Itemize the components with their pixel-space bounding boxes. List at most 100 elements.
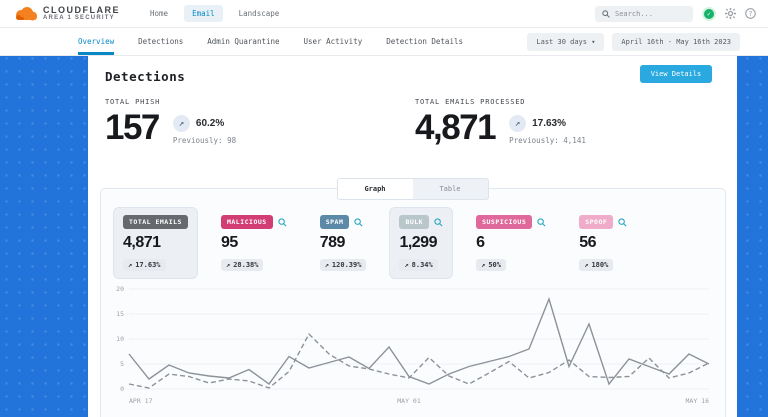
- chip-change-value: 28.38%: [233, 261, 259, 269]
- chip-header: SPAM: [319, 215, 367, 229]
- trend-up-icon: ↗: [225, 261, 231, 269]
- chip-change-value: 17.63%: [135, 261, 161, 269]
- cloudflare-brand[interactable]: CLOUDFLARE AREA 1 SECURITY: [12, 4, 120, 22]
- brand-subtitle: AREA 1 SECURITY: [43, 15, 115, 22]
- chip-value: 95: [220, 234, 238, 251]
- chip-header: SPOOF: [579, 215, 627, 229]
- chip-value: 789: [319, 234, 346, 251]
- total-phish-label: TOTAL PHISH: [105, 98, 161, 106]
- chip-change-value: 50%: [488, 261, 501, 269]
- x-axis-tick-label: APR 17: [129, 397, 153, 405]
- y-axis-tick-label: 20: [116, 285, 124, 293]
- x-axis-tick-label: MAY 01: [397, 397, 421, 405]
- stat-chip-malicious[interactable]: MALICIOUS 95 ↗ 28.38%: [211, 207, 297, 279]
- topnav-item-home[interactable]: Home: [150, 9, 169, 18]
- svg-text:?: ?: [748, 10, 752, 18]
- total-emails-label: TOTAL EMAILS PROCESSED: [415, 98, 526, 106]
- chip-change-pill: ↗ 8.34%: [399, 259, 438, 271]
- topnav-item-email[interactable]: Email: [184, 5, 223, 22]
- chip-header: BULK: [399, 215, 443, 229]
- search-placeholder: Search...: [615, 9, 653, 18]
- trend-up-icon: ↗: [509, 115, 527, 132]
- gear-icon[interactable]: [725, 8, 736, 19]
- zoom-icon[interactable]: [434, 217, 443, 227]
- graph-card: TOTAL EMAILS 4,871 ↗ 17.63% MALICIOUS 95 ↗ 28.3…: [100, 188, 726, 417]
- date-range-display[interactable]: April 16th - May 16th 2023: [612, 32, 740, 51]
- search-input[interactable]: Search...: [595, 5, 693, 22]
- search-icon: [602, 9, 610, 18]
- chevron-down-icon: ▾: [591, 37, 596, 46]
- series-bulk: [128, 332, 710, 389]
- tab-detections[interactable]: Detections: [138, 37, 184, 46]
- top-navigation-bar: CLOUDFLARE AREA 1 SECURITY Home Email Land…: [0, 0, 768, 28]
- y-axis-tick-label: 0: [120, 385, 124, 393]
- tab-admin-quarantine[interactable]: Admin Quarantine: [207, 37, 280, 46]
- total-emails-change: 17.63%: [532, 118, 567, 129]
- stat-chip-bulk[interactable]: BULK 1,299 ↗ 8.34%: [389, 207, 454, 279]
- trend-up-icon: ↗: [481, 261, 486, 269]
- category-badge: TOTAL EMAILS: [123, 215, 188, 229]
- chip-change-pill: ↗ 180%: [579, 259, 614, 271]
- toggle-table[interactable]: Table: [439, 185, 461, 193]
- total-phish-value: 157: [105, 108, 160, 147]
- status-shield-icon[interactable]: ✓: [702, 6, 716, 21]
- chip-header: MALICIOUS: [220, 215, 287, 229]
- chip-header: SUSPICIOUS: [476, 215, 546, 229]
- tab-overview[interactable]: Overview: [68, 28, 124, 55]
- chip-value: 1,299: [399, 234, 437, 251]
- total-emails-value: 4,871: [415, 108, 497, 147]
- toggle-graph[interactable]: Graph: [337, 179, 413, 199]
- line-chart-svg: 0 5 10 15 20 APR 17 MAY 01 MAY 16: [116, 285, 710, 405]
- detections-panel: Detections View Details TOTAL PHISH 157 …: [88, 56, 737, 417]
- topnav-item-landscape[interactable]: Landscape: [238, 9, 280, 18]
- category-badge: SUSPICIOUS: [476, 215, 533, 229]
- total-phish-summary: TOTAL PHISH 157 ↗ 60.2% Previously: 98: [105, 98, 415, 145]
- zoom-icon[interactable]: [278, 217, 287, 227]
- y-axis-tick-label: 15: [116, 310, 124, 318]
- stat-chips-row: TOTAL EMAILS 4,871 ↗ 17.63% MALICIOUS 95 ↗ 28.3…: [113, 207, 725, 279]
- topnav-items: Home Email Landscape: [142, 5, 287, 22]
- category-badge: SPOOF: [579, 215, 614, 229]
- chip-value: 56: [579, 234, 597, 251]
- trend-up-icon: ↗: [324, 261, 329, 269]
- zoom-icon[interactable]: [537, 217, 546, 227]
- category-badge: MALICIOUS: [220, 215, 273, 229]
- total-phish-previous: Previously: 98: [172, 136, 237, 145]
- brand-name: CLOUDFLARE: [43, 4, 120, 15]
- series-total-emails: [128, 296, 710, 386]
- chip-change-pill: ↗ 28.38%: [220, 259, 264, 271]
- chip-change-value: 120.39%: [331, 261, 362, 269]
- chip-change-value: 8.34%: [411, 261, 433, 269]
- stat-chip-total-emails[interactable]: TOTAL EMAILS 4,871 ↗ 17.63%: [113, 207, 198, 279]
- period-dropdown[interactable]: Last 30 days ▾: [527, 32, 605, 51]
- zoom-icon[interactable]: [618, 217, 627, 227]
- zoom-icon[interactable]: [354, 217, 363, 227]
- page-title: Detections: [105, 69, 186, 84]
- trend-up-icon: ↗: [404, 261, 409, 269]
- trend-up-icon: ↗: [584, 261, 589, 269]
- summary-row: TOTAL PHISH 157 ↗ 60.2% Previously: 98 T…: [105, 98, 725, 145]
- total-phish-change: 60.2%: [195, 118, 225, 129]
- chip-value: 6: [476, 234, 485, 251]
- category-badge: BULK: [399, 215, 430, 229]
- chip-change-pill: ↗ 120.39%: [319, 259, 367, 271]
- tab-detection-details[interactable]: Detection Details: [386, 37, 463, 46]
- subnav-tabs: Overview Detections Admin Quarantine User A…: [68, 28, 473, 55]
- chip-change-pill: ↗ 17.63%: [123, 259, 166, 271]
- tab-user-activity[interactable]: User Activity: [303, 37, 363, 46]
- chip-change-pill: ↗ 50%: [476, 259, 506, 271]
- y-axis-tick-label: 5: [120, 360, 124, 368]
- total-emails-summary: TOTAL EMAILS PROCESSED 4,871 ↗ 17.63% Pr…: [415, 98, 725, 145]
- trend-up-icon: ↗: [172, 115, 190, 132]
- stat-chip-suspicious[interactable]: SUSPICIOUS 6 ↗ 50%: [466, 207, 556, 279]
- dashboard-tab-bar: Overview Detections Admin Quarantine User A…: [0, 28, 768, 56]
- view-details-button[interactable]: View Details: [640, 65, 712, 83]
- x-axis-tick-label: MAY 16: [686, 397, 710, 405]
- detections-line-chart[interactable]: 0 5 10 15 20 APR 17 MAY 01 MAY 16: [109, 283, 725, 413]
- help-icon[interactable]: ?: [745, 8, 756, 19]
- y-axis-tick-label: 10: [116, 335, 124, 343]
- stat-chip-spam[interactable]: SPAM 789 ↗ 120.39%: [310, 207, 377, 279]
- stat-chip-spoof[interactable]: SPOOF 56 ↗ 180%: [569, 207, 637, 279]
- trend-up-icon: ↗: [128, 261, 133, 269]
- total-emails-previous: Previously: 4,141: [509, 136, 586, 145]
